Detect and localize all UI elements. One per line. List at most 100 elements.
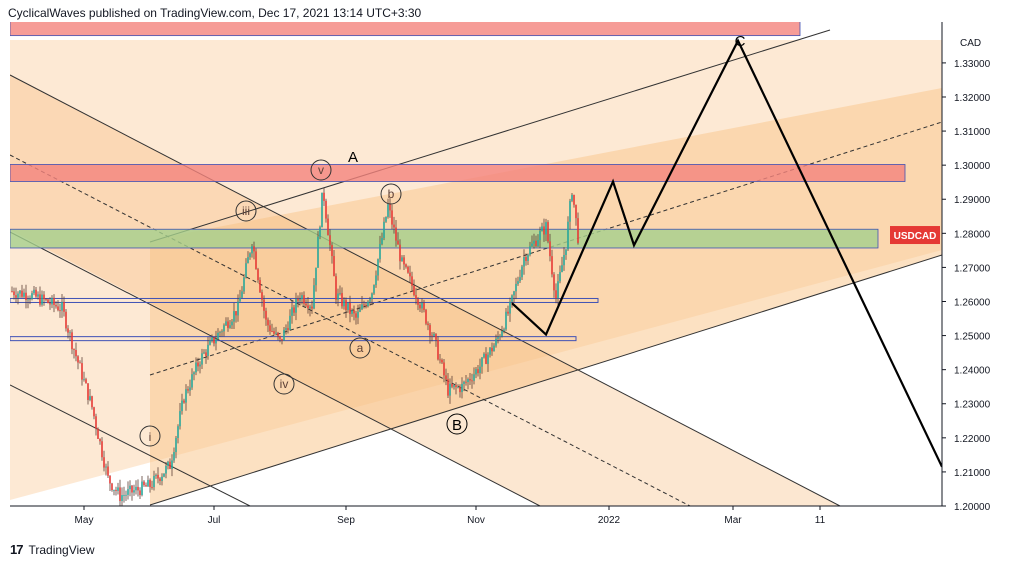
level-line (10, 336, 577, 342)
last-price-tag[interactable]: USDCAD (890, 226, 940, 245)
y-tick-label: 1.29000 (954, 195, 991, 206)
usdcad-chart[interactable]: i iii iv v a b A B C 1.20000 1.21000 1.220… (0, 0, 1009, 540)
candle-body (181, 400, 183, 412)
candle-body (423, 302, 425, 310)
candle-body (45, 299, 47, 301)
candle-body (483, 353, 485, 358)
candle-body (283, 329, 285, 341)
candle-body (155, 474, 157, 476)
candle-body (251, 246, 253, 254)
candle-body (385, 216, 387, 222)
projected-wave-path (511, 38, 942, 468)
candle-body (173, 452, 175, 461)
candle-body (101, 441, 103, 458)
wave-i-label: i (149, 430, 152, 444)
candle-body (351, 310, 353, 314)
x-tick-label: Jul (208, 515, 221, 526)
candle-body (437, 339, 439, 360)
candle-body (219, 332, 221, 333)
candle-body (151, 487, 153, 488)
footer: 17 TradingView (10, 542, 95, 557)
candle-body (307, 305, 309, 309)
x-tick-label: 11 (815, 515, 826, 526)
candle-body (85, 379, 87, 384)
candle-body (105, 466, 107, 468)
candle-body (73, 349, 75, 351)
candle-body (119, 487, 121, 501)
candle-body (315, 267, 317, 286)
candle-body (127, 489, 129, 495)
candle-body (183, 400, 185, 403)
candle-body (335, 276, 337, 300)
candle-body (241, 291, 243, 298)
candle-body (419, 304, 421, 309)
candle-body (447, 379, 449, 396)
candle-body (295, 298, 297, 313)
candle-body (463, 381, 465, 384)
candle-body (57, 306, 59, 311)
candle-body (81, 363, 83, 380)
candle-body (531, 243, 533, 247)
candle-body (35, 289, 37, 297)
candle-body (563, 255, 565, 266)
candle-body (247, 257, 249, 264)
candle-body (199, 364, 201, 367)
candle-body (169, 461, 171, 469)
candle-body (391, 210, 393, 225)
candle-body (477, 369, 479, 373)
candle-body (29, 298, 31, 300)
candle-body (149, 479, 151, 488)
candle-body (271, 331, 273, 332)
candle-body (469, 378, 471, 381)
candle-body (281, 338, 283, 341)
wave-labels: i iii iv v a b A B C (139, 33, 746, 447)
candle-body (465, 381, 467, 383)
candle-body (309, 306, 311, 309)
candle-body (475, 369, 477, 375)
candle-body (299, 299, 301, 301)
candle-body (193, 372, 195, 375)
candle-body (277, 332, 279, 337)
candle-body (341, 293, 343, 307)
candle-body (225, 321, 227, 326)
candle-body (397, 240, 399, 245)
x-axis-ticks: May Jul Sep Nov 2022 Mar 11 (75, 506, 826, 526)
candle-body (135, 486, 137, 491)
candle-body (575, 204, 577, 219)
candle-body (529, 246, 531, 255)
wave-a-label: a (357, 341, 364, 355)
candle-body (171, 460, 173, 469)
candle-body (415, 295, 417, 299)
candle-body (353, 310, 355, 314)
candle-body (103, 457, 105, 468)
candle-body (515, 283, 517, 292)
candle-body (331, 245, 333, 257)
candle-body (509, 301, 511, 314)
candle-body (237, 301, 239, 316)
candle-body (355, 313, 357, 318)
candle-body (403, 257, 405, 265)
candle-body (467, 378, 469, 383)
candle-body (445, 375, 447, 380)
candle-body (61, 301, 63, 311)
rising-channel-mid (149, 121, 942, 376)
candle-body (301, 295, 303, 300)
candle-body (91, 396, 93, 408)
candle-body (99, 438, 101, 442)
candle-body (537, 240, 539, 247)
candle-body (305, 303, 307, 306)
y-tick-label: 1.21000 (954, 468, 991, 479)
candle-body (231, 321, 233, 326)
candle-body (507, 311, 509, 314)
candle-body (217, 332, 219, 340)
candle-body (555, 290, 557, 299)
y-tick-label: 1.22000 (954, 434, 991, 445)
candle-body (39, 294, 41, 305)
resistance-zone (10, 22, 801, 37)
candle-body (491, 347, 493, 352)
candle-body (345, 300, 347, 311)
candle-body (201, 353, 203, 365)
candle-body (549, 241, 551, 257)
candle-body (53, 297, 55, 305)
y-tick-label: 1.26000 (954, 297, 991, 308)
